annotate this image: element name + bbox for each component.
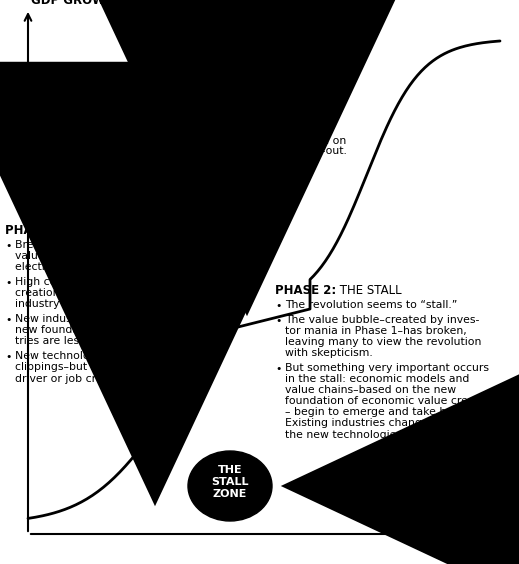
Text: electricity, computing.: electricity, computing. <box>15 262 138 272</box>
Text: Large wealth distribution–with mas-: Large wealth distribution–with mas- <box>138 125 333 134</box>
Text: that adopted new models in the stall: that adopted new models in the stall <box>138 35 339 45</box>
Text: PHASE 3:: PHASE 3: <box>128 8 189 21</box>
Text: •: • <box>5 315 11 325</box>
Text: •: • <box>128 125 134 135</box>
Text: Societies, companies, and individuals: Societies, companies, and individuals <box>138 24 343 34</box>
Text: Company league tables are quickly: Company league tables are quickly <box>138 87 331 97</box>
Text: are richly rewarded.: are richly rewarded. <box>138 46 247 56</box>
Text: •: • <box>5 352 11 363</box>
Text: industry application.: industry application. <box>15 299 127 309</box>
Text: •: • <box>5 278 11 288</box>
Text: High concentration–in wealth: High concentration–in wealth <box>15 277 174 287</box>
Text: THE STALL: THE STALL <box>336 284 402 297</box>
Text: driver or job creator.: driver or job creator. <box>15 373 127 384</box>
Text: But something very important occurs: But something very important occurs <box>285 363 489 373</box>
Text: Breakthrough in the foundation of economic: Breakthrough in the foundation of econom… <box>15 240 257 250</box>
Text: National GDPs experience “vertical: National GDPs experience “vertical <box>138 61 329 71</box>
Text: New industries are created on the: New industries are created on the <box>15 314 201 324</box>
Text: tries are less impacted.: tries are less impacted. <box>15 336 143 346</box>
Text: foundation of economic value creation: foundation of economic value creation <box>285 396 495 407</box>
Text: •: • <box>128 25 134 35</box>
Text: New technology creates big press: New technology creates big press <box>15 351 200 362</box>
Ellipse shape <box>188 451 272 521</box>
Text: The value bubble–created by inves-: The value bubble–created by inves- <box>285 315 480 325</box>
Text: and losers.: and losers. <box>138 109 198 120</box>
Text: PHASE 1:: PHASE 1: <box>5 224 66 237</box>
Text: value creation–loom, oil, steel,: value creation–loom, oil, steel, <box>15 251 182 261</box>
Text: TIME: TIME <box>514 527 519 540</box>
Text: •: • <box>128 88 134 98</box>
Text: with skepticism.: with skepticism. <box>285 348 373 358</box>
Text: tor mania in Phase 1–has broken,: tor mania in Phase 1–has broken, <box>285 326 467 336</box>
Text: the new technologies and models.: the new technologies and models. <box>285 430 473 439</box>
Text: The revolution seems to “stall.”: The revolution seems to “stall.” <box>285 300 457 310</box>
Text: the back of good jobs in the build-out.: the back of good jobs in the build-out. <box>138 147 347 156</box>
Text: value chains–based on the new: value chains–based on the new <box>285 385 456 395</box>
Text: GDP GROWTH: GDP GROWTH <box>31 0 123 7</box>
Text: •: • <box>5 241 11 251</box>
Text: PHASE 2:: PHASE 2: <box>275 284 336 297</box>
Text: •: • <box>275 301 281 311</box>
Text: THE BURST OF INNOVATION: THE BURST OF INNOVATION <box>66 224 233 237</box>
Text: leaving many to view the revolution: leaving many to view the revolution <box>285 337 482 347</box>
Text: creation, geographic distribution, and: creation, geographic distribution, and <box>15 288 221 298</box>
Text: MASSIVE BUILD-OUT: MASSIVE BUILD-OUT <box>189 8 314 21</box>
Text: rearranged–a time of distinct winners: rearranged–a time of distinct winners <box>138 98 343 108</box>
Text: in the stall: economic models and: in the stall: economic models and <box>285 374 469 384</box>
Text: THE
STALL
ZONE: THE STALL ZONE <box>211 465 249 499</box>
Text: Existing industries change, adopting: Existing industries change, adopting <box>285 418 484 429</box>
Text: sive middle-classes (re)established on: sive middle-classes (re)established on <box>138 135 346 146</box>
Text: lift-off.”: lift-off.” <box>138 72 179 82</box>
Text: •: • <box>128 62 134 72</box>
Text: – begin to emerge and take hold.: – begin to emerge and take hold. <box>285 407 467 417</box>
Text: •: • <box>275 316 281 326</box>
Text: clippings–but not yet a massive GDP: clippings–but not yet a massive GDP <box>15 363 214 372</box>
Text: •: • <box>275 364 281 374</box>
Text: new foundation–but existing indus-: new foundation–but existing indus- <box>15 325 207 336</box>
